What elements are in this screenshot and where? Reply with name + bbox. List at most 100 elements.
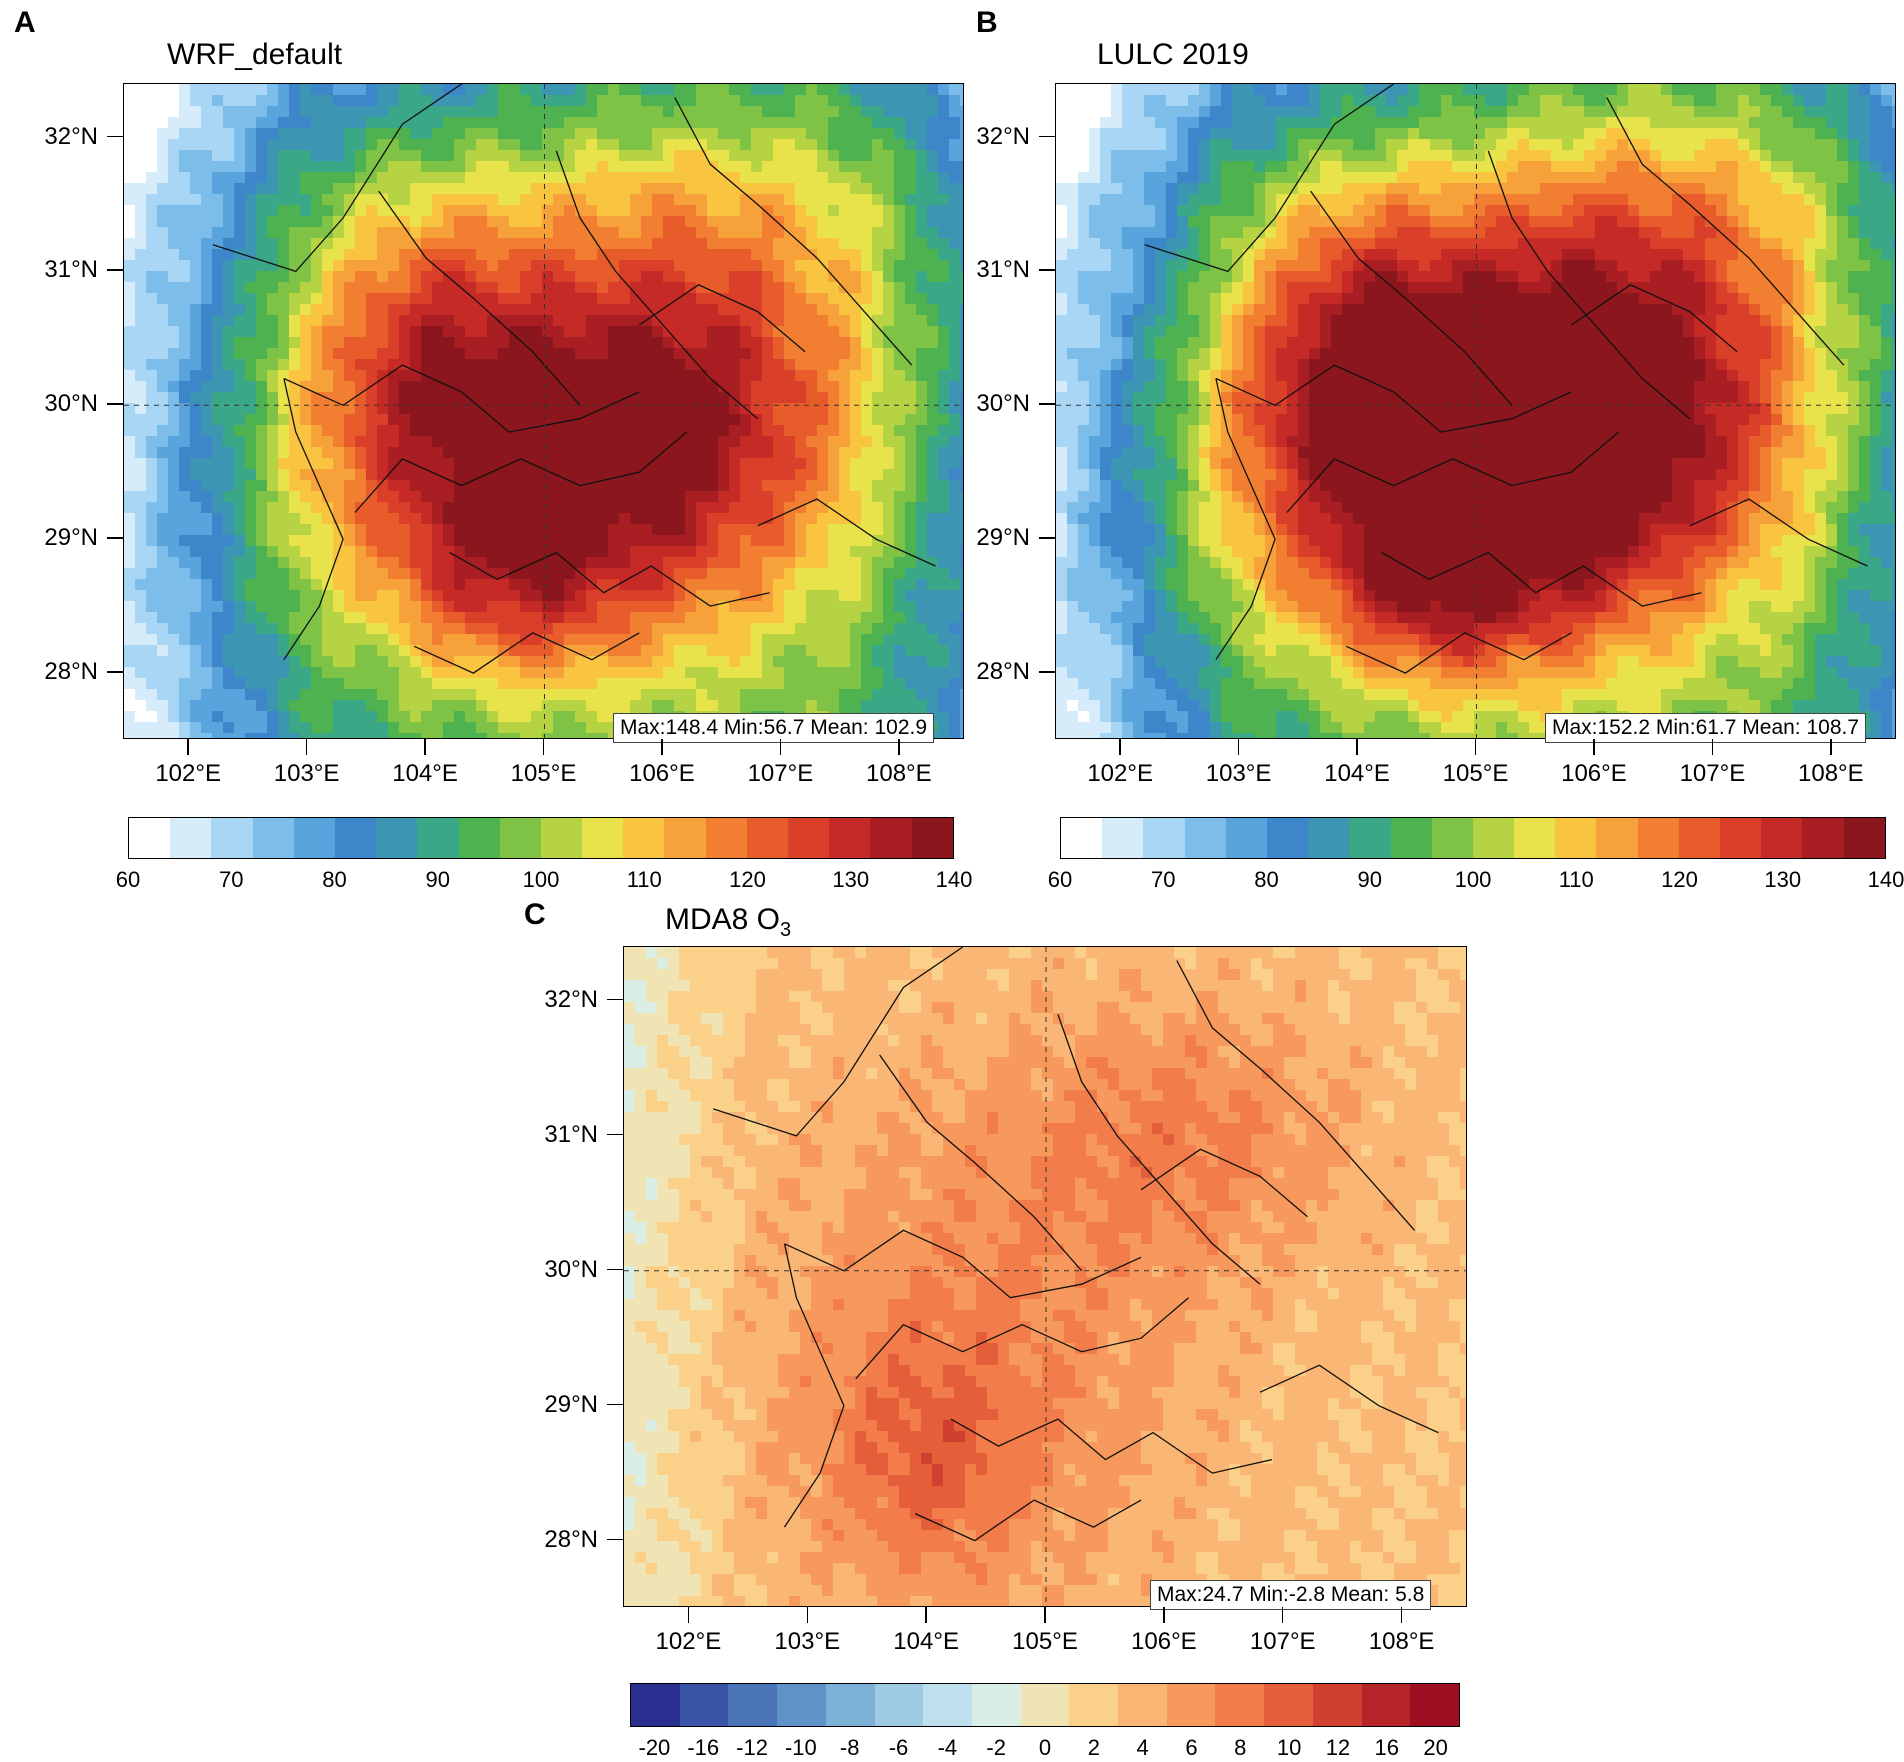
panel-a-map-canvas bbox=[124, 84, 963, 738]
lat-tick-label: 32°N bbox=[44, 122, 98, 150]
colorbar-swatch bbox=[149, 818, 171, 858]
lon-tick-mark bbox=[1593, 739, 1595, 755]
lat-tick-mark bbox=[107, 135, 123, 138]
colorbar-tick-label: 8 bbox=[1234, 1735, 1247, 1760]
panel-c-letter: C bbox=[524, 898, 546, 931]
lon-tick-mark bbox=[1237, 739, 1240, 755]
colorbar-swatch bbox=[273, 818, 294, 858]
lat-tick-mark bbox=[1039, 269, 1055, 271]
colorbar-swatch bbox=[825, 1684, 875, 1726]
lat-tick-label: 32°N bbox=[976, 122, 1030, 150]
colorbar-tick-label: -10 bbox=[784, 1735, 817, 1760]
lon-tick-mark bbox=[806, 1607, 808, 1623]
colorbar-swatch bbox=[1802, 818, 1823, 858]
colorbar-swatch bbox=[1266, 818, 1288, 858]
boundary-line bbox=[354, 431, 688, 513]
panel-b-colorbar bbox=[1060, 817, 1886, 859]
boundary-line bbox=[712, 947, 964, 1137]
colorbar-swatch bbox=[685, 818, 706, 858]
lat-tick-mark bbox=[1039, 135, 1055, 138]
boundary-line bbox=[1570, 284, 1738, 353]
colorbar-tick-label: 120 bbox=[729, 867, 766, 892]
lon-tick-label: 107°E bbox=[1249, 1628, 1316, 1655]
lat-tick-label: 28°N bbox=[44, 658, 98, 686]
colorbar-tick-label: 70 bbox=[219, 867, 244, 892]
lon-tick-label: 108°E bbox=[866, 760, 932, 787]
colorbar-swatch bbox=[499, 818, 521, 858]
boundary-line bbox=[1140, 1148, 1308, 1218]
lon-tick-mark bbox=[1400, 1607, 1403, 1623]
colorbar-swatch bbox=[211, 818, 232, 858]
panel-c-map bbox=[623, 946, 1467, 1607]
colorbar-swatch bbox=[1493, 818, 1515, 858]
lon-tick-mark bbox=[1711, 739, 1714, 755]
colorbar-swatch bbox=[1514, 818, 1535, 858]
colorbar-tick-label: 2 bbox=[1087, 1735, 1100, 1760]
boundary-line bbox=[1606, 97, 1845, 366]
lat-tick-label: 30°N bbox=[44, 390, 98, 418]
boundary-line bbox=[1259, 1364, 1439, 1434]
boundary-line bbox=[1176, 960, 1415, 1231]
colorbar-tick-label: 140 bbox=[1867, 867, 1904, 892]
colorbar-swatch bbox=[355, 818, 377, 858]
lat-tick-label: 30°N bbox=[544, 1255, 598, 1283]
boundary-line bbox=[555, 150, 759, 420]
colorbar-swatch bbox=[314, 818, 335, 858]
colorbar-swatch bbox=[664, 818, 686, 858]
lon-tick-label: 103°E bbox=[273, 760, 340, 787]
colorbar-swatch bbox=[1843, 818, 1865, 858]
colorbar-swatch bbox=[1069, 1684, 1119, 1726]
boundary-line bbox=[283, 378, 344, 661]
boundary-line bbox=[1310, 190, 1513, 406]
colorbar-tick-label: 6 bbox=[1185, 1735, 1198, 1760]
lon-tick-mark bbox=[661, 739, 663, 755]
colorbar-swatch bbox=[767, 818, 788, 858]
lon-tick-mark bbox=[1356, 739, 1358, 755]
colorbar-swatch bbox=[190, 818, 212, 858]
boundary-line bbox=[638, 284, 806, 353]
lat-tick-mark bbox=[607, 1268, 623, 1271]
colorbar-tick-label: 80 bbox=[1254, 867, 1279, 892]
boundary-line bbox=[1215, 378, 1276, 661]
colorbar-swatch bbox=[1166, 1684, 1216, 1726]
colorbar-swatch bbox=[726, 818, 747, 858]
lat-tick-label: 28°N bbox=[976, 658, 1030, 686]
lon-tick-label: 105°E bbox=[510, 760, 577, 787]
colorbar-tick-label: -4 bbox=[937, 1735, 958, 1760]
colorbar-swatch bbox=[1431, 818, 1453, 858]
colorbar-swatch bbox=[1118, 1684, 1167, 1726]
lon-tick-mark bbox=[1163, 1607, 1165, 1623]
colorbar-swatch bbox=[1328, 818, 1350, 858]
colorbar-swatch bbox=[1411, 818, 1432, 858]
lon-tick-label: 107°E bbox=[747, 760, 814, 787]
colorbar-swatch bbox=[1617, 818, 1638, 858]
colorbar-swatch bbox=[705, 818, 727, 858]
colorbar-swatch bbox=[890, 818, 912, 858]
colorbar-swatch bbox=[1287, 818, 1309, 858]
colorbar-swatch bbox=[1061, 818, 1082, 858]
colorbar-swatch bbox=[1452, 818, 1473, 858]
panel-a-colorbar bbox=[128, 817, 954, 859]
colorbar-swatch bbox=[679, 1684, 729, 1726]
colorbar-swatch bbox=[1699, 818, 1720, 858]
boundary-line bbox=[1215, 364, 1572, 433]
colorbar-swatch bbox=[437, 818, 459, 858]
colorbar-swatch bbox=[1184, 818, 1206, 858]
colorbar-swatch bbox=[829, 818, 850, 858]
colorbar-swatch bbox=[1575, 818, 1597, 858]
colorbar-swatch bbox=[1555, 818, 1576, 858]
lat-tick-mark bbox=[107, 269, 123, 271]
lat-tick-label: 31°N bbox=[976, 256, 1030, 284]
lon-tick-mark bbox=[1119, 739, 1121, 755]
colorbar-swatch bbox=[170, 818, 191, 858]
lon-tick-mark bbox=[424, 739, 426, 755]
colorbar-tick-label: 12 bbox=[1325, 1735, 1351, 1760]
colorbar-tick-label: -12 bbox=[736, 1735, 768, 1760]
colorbar-swatch bbox=[911, 818, 933, 858]
colorbar-swatch bbox=[231, 818, 253, 858]
boundary-line bbox=[950, 1418, 1273, 1474]
lat-tick-mark bbox=[607, 1403, 623, 1406]
colorbar-tick-label: -8 bbox=[839, 1735, 860, 1760]
colorbar-swatch bbox=[623, 818, 644, 858]
panel-a-stats: Max:148.4 Min:56.7 Mean: 102.9 bbox=[613, 713, 935, 743]
